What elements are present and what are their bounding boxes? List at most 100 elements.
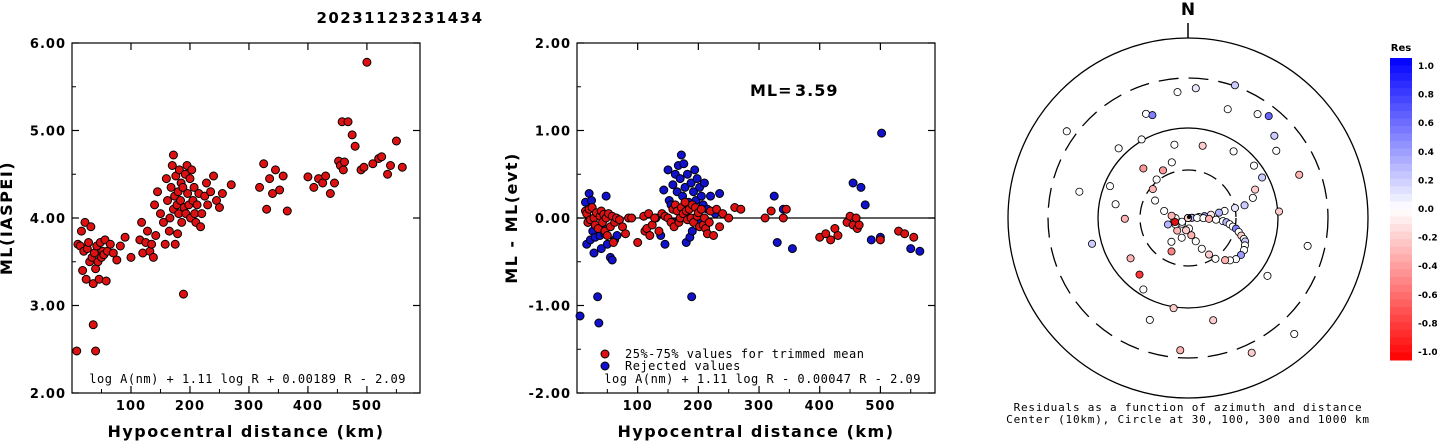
rejected-point (860, 200, 870, 210)
kept-point (633, 238, 643, 247)
station-residual-point (1230, 203, 1239, 212)
kept-point (704, 217, 714, 227)
formula-annotation: log A(nm) + 1.11 log R - 0.00047 R - 2.0… (604, 372, 921, 386)
station-residual-point (1163, 220, 1172, 229)
circle-300km (1047, 77, 1329, 359)
colorbar-tick-label: -0.2 (1418, 234, 1437, 244)
station-residual-point (1135, 270, 1144, 279)
station-residual-point (1126, 254, 1135, 263)
colorbar-tick-label: 0.6 (1418, 119, 1434, 129)
data-point (101, 276, 111, 286)
kept-point (644, 209, 654, 219)
data-point (201, 178, 211, 188)
colorbar-tick-label: -0.6 (1418, 291, 1437, 301)
kept-point (854, 220, 864, 230)
rejected-point (596, 244, 606, 254)
data-point (359, 162, 369, 172)
data-point (217, 189, 227, 198)
colorbar-segment (1390, 314, 1412, 323)
circle-30km (1139, 169, 1237, 267)
station-residual-point (1167, 158, 1176, 167)
colorbar-segment (1390, 344, 1412, 353)
rejected-point (687, 292, 697, 302)
station-residual-point (1167, 211, 1176, 220)
rejected-point (601, 191, 611, 201)
station-residual-point (1075, 187, 1084, 196)
colorbar-segment (1390, 201, 1412, 210)
station-residual-point (1088, 239, 1097, 248)
station-residual-point (1137, 135, 1146, 144)
rejected-point (915, 246, 925, 256)
data-point (377, 152, 387, 162)
colorbar-segment (1390, 269, 1412, 278)
colorbar-tick-label: -1.0 (1418, 348, 1437, 358)
data-point (347, 130, 357, 140)
data-point (126, 252, 136, 262)
data-point (386, 161, 396, 170)
data-point (148, 252, 158, 262)
legend-kept-marker (600, 349, 610, 359)
data-point (262, 204, 272, 214)
rejected-point (589, 248, 599, 258)
station-residual-point (1191, 84, 1200, 93)
station-residual-point (1258, 173, 1267, 182)
x-tick-label: 100 (623, 399, 653, 414)
legend-kept-label: 25%-75% values for trimmed mean (625, 347, 864, 361)
data-point (178, 182, 188, 192)
kept-point (736, 204, 746, 214)
data-point (72, 346, 82, 356)
station-residual-point (1236, 250, 1245, 259)
rejected-point (687, 226, 697, 236)
station-residual-point (1247, 348, 1256, 357)
colorbar-segment (1390, 254, 1412, 263)
data-point (166, 182, 176, 192)
kept-point (781, 204, 791, 214)
data-point (81, 274, 91, 284)
y-axis-label: ML - ML(evt) (502, 152, 521, 284)
data-point (108, 248, 118, 258)
data-point (158, 217, 168, 227)
data-point (91, 346, 101, 356)
station-residual-point (1272, 146, 1281, 155)
rejected-point (848, 178, 858, 188)
station-residual-point (1290, 330, 1299, 339)
colorbar-segment (1390, 276, 1412, 285)
data-point (350, 141, 360, 151)
station-residual-point (1209, 316, 1218, 325)
caption-line-2: Center (10km), Circle at 30, 100, 300 an… (1006, 413, 1370, 426)
station-residual-point (1158, 166, 1167, 175)
data-point (270, 165, 280, 175)
colorbar-segment (1390, 231, 1412, 240)
colorbar-segment (1390, 292, 1412, 301)
colorbar-tick-label: 0.8 (1418, 91, 1434, 101)
station-residual-point (1295, 170, 1304, 179)
data-point (338, 165, 348, 175)
data-point (84, 238, 94, 247)
colorbar-segment (1390, 246, 1412, 255)
colorbar-segment (1390, 209, 1412, 218)
data-point (206, 187, 216, 197)
epicenter-marker (1187, 215, 1191, 219)
rejected-point (663, 165, 673, 175)
station-residual-point (1229, 147, 1238, 156)
colorbar-segment (1390, 216, 1412, 225)
data-point (168, 150, 178, 160)
data-point (78, 266, 88, 275)
station-residual-point (1197, 244, 1206, 253)
station-residual-point (1114, 144, 1123, 153)
y-tick-label: 2.00 (535, 37, 571, 52)
data-point (178, 289, 188, 299)
x-tick-label: 300 (744, 399, 774, 414)
x-axis-label: Hypocentral distance (km) (617, 422, 894, 441)
colorbar-segment (1390, 110, 1412, 119)
data-point (192, 200, 202, 210)
rejected-point (607, 255, 617, 265)
data-point (165, 213, 175, 223)
rejected-point (686, 178, 696, 188)
rejected-point (787, 244, 797, 254)
x-tick-label: 500 (865, 399, 895, 414)
plot-frame (71, 42, 421, 394)
station-residual-point (1171, 217, 1180, 226)
data-point (105, 239, 115, 249)
data-point (325, 189, 335, 198)
